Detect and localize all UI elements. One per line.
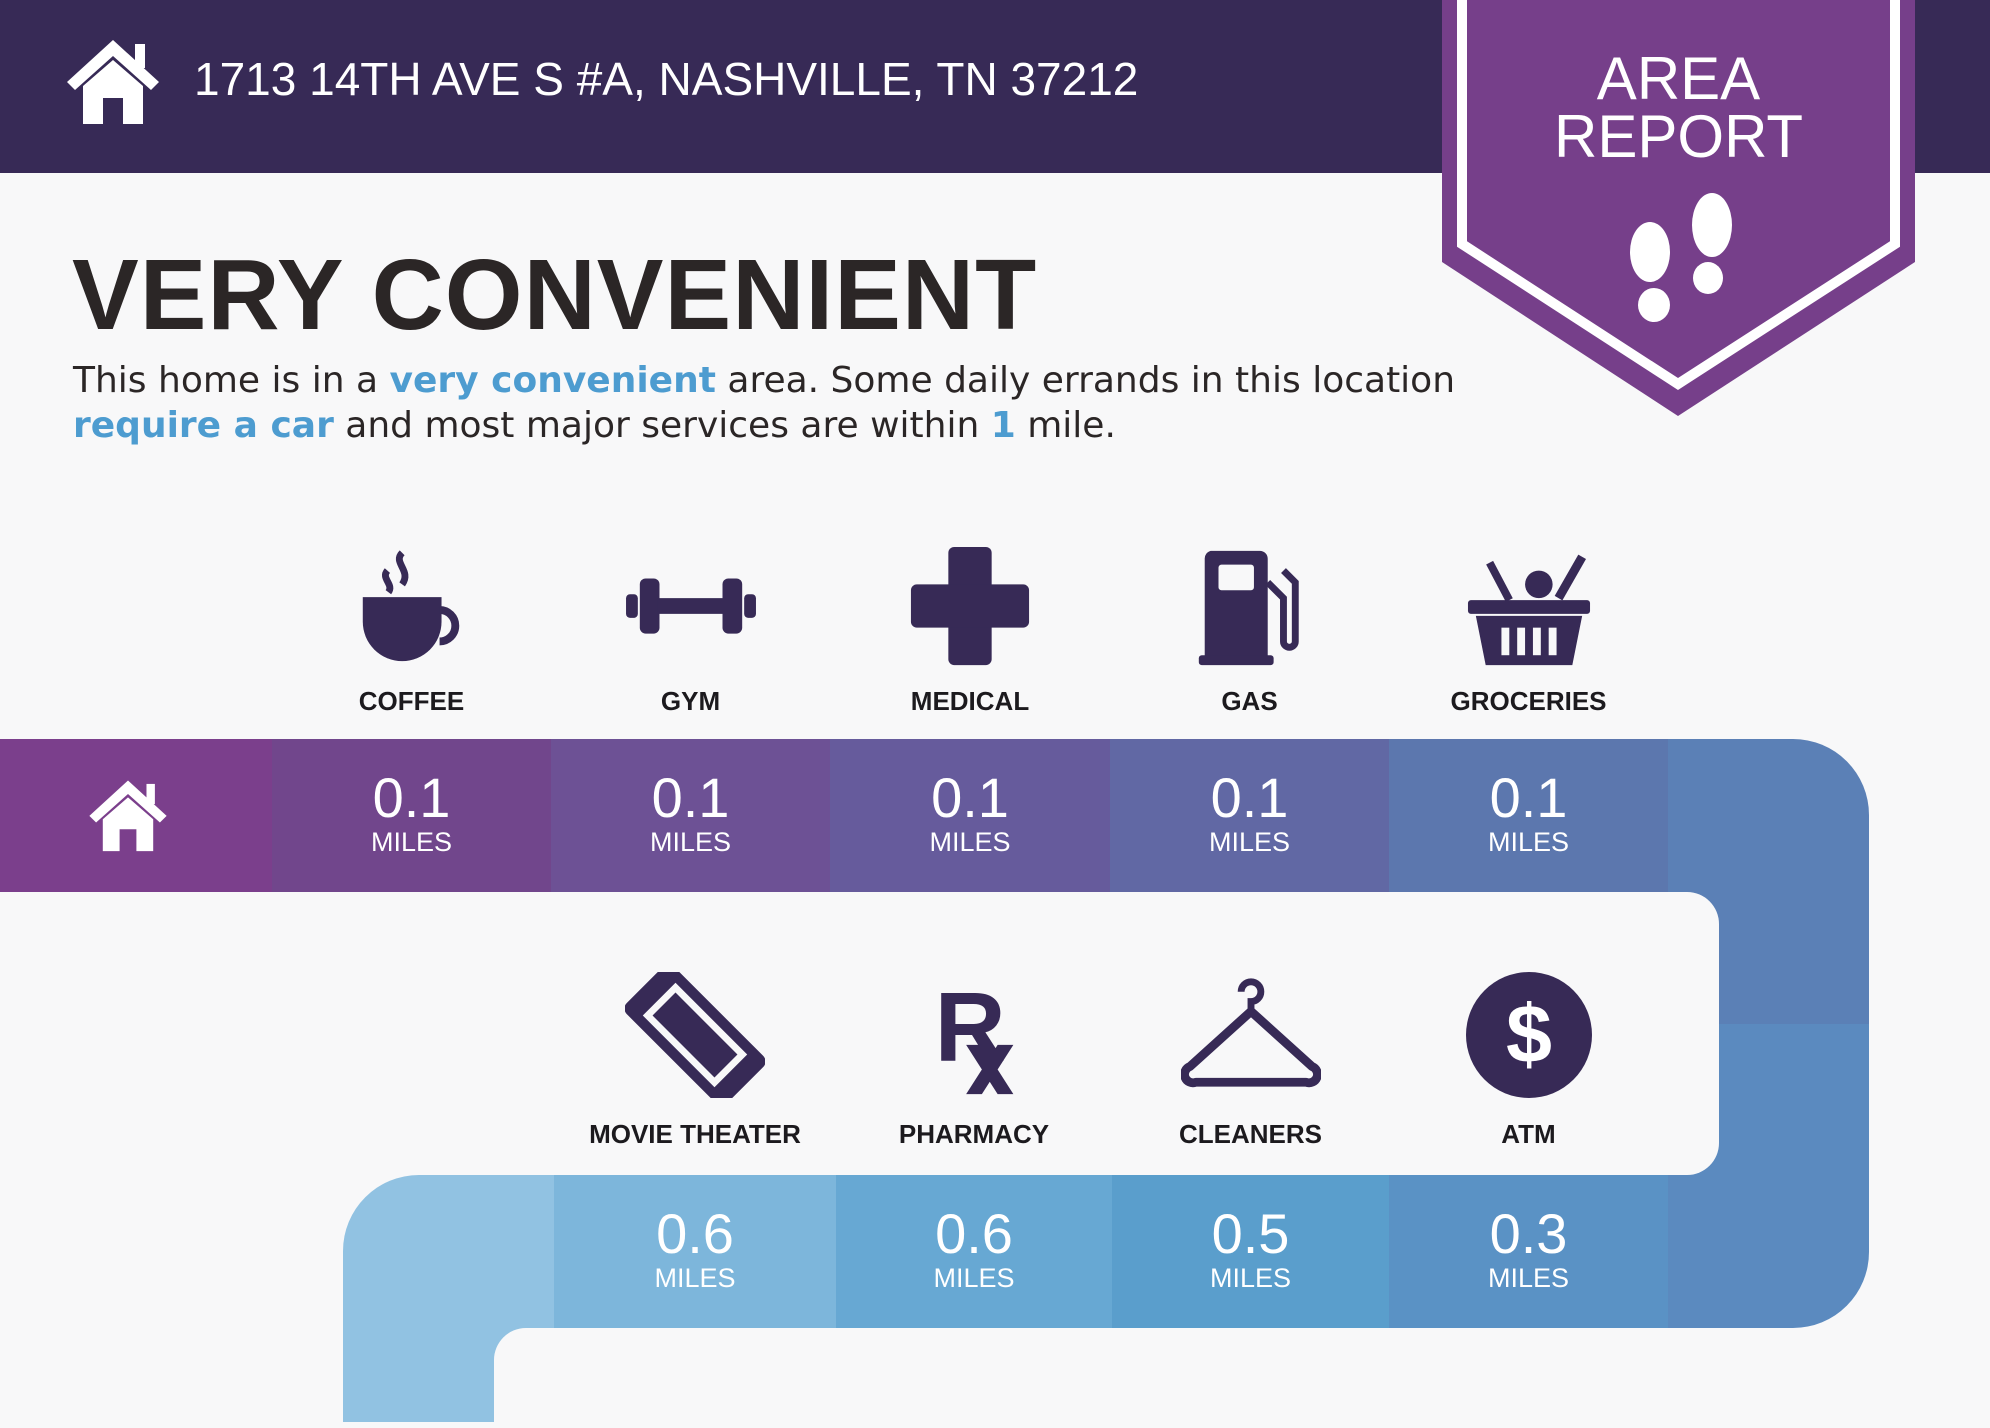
service-label: COFFEE [358, 686, 465, 716]
distance-cell: 0.1 MILES [1110, 739, 1389, 892]
distance-unit: MILES [933, 1263, 1015, 1293]
hanger-icon [1181, 972, 1321, 1098]
distance-value: 0.1 [372, 766, 451, 829]
distance-cell: 0.3 MILES [1389, 1175, 1668, 1328]
address: 1713 14TH AVE S #A, NASHVILLE, TN 37212 [194, 53, 1139, 105]
distance-unit: MILES [1487, 827, 1570, 857]
distance-unit: MILES [649, 827, 732, 857]
gas-pump-icon [1180, 543, 1320, 669]
service-label: GAS [1221, 686, 1278, 716]
area-report-badge [1442, 0, 1915, 416]
coffee-cup-icon [342, 543, 482, 669]
distance-value: 0.1 [1489, 766, 1568, 829]
badge-title: AREA REPORT [1554, 45, 1803, 170]
service-label: CLEANERS [1178, 1119, 1322, 1149]
service-label: GYM [660, 686, 721, 716]
distance-value: 0.1 [651, 766, 730, 829]
service-label: ATM [1501, 1119, 1556, 1149]
distance-cell: 0.1 MILES [272, 739, 551, 892]
distance-cell: 0.6 MILES [836, 1175, 1112, 1328]
service-label: MOVIE THEATER [589, 1119, 801, 1149]
dumbbell-icon [625, 578, 756, 634]
distance-value: 0.3 [1489, 1202, 1568, 1265]
distance-unit: MILES [929, 827, 1011, 857]
rx-icon [934, 972, 1014, 1095]
service-label: GROCERIES [1450, 686, 1607, 716]
home-icon [89, 780, 167, 852]
service-label: MEDICAL [910, 686, 1030, 716]
distance-value: 0.1 [931, 766, 1009, 829]
service-label: PHARMACY [898, 1119, 1050, 1149]
distance-cell: 0.1 MILES [1389, 739, 1668, 892]
distance-cell: 0.1 MILES [830, 739, 1110, 892]
distance-cell: 0.1 MILES [551, 739, 830, 892]
ribbon-notch [0, 892, 1719, 1175]
description: This home is in a very convenient area. … [73, 360, 1456, 446]
ribbon-bottom-notch [494, 1328, 1990, 1428]
dollar-icon [1465, 972, 1592, 1098]
distance-unit: MILES [654, 1263, 736, 1293]
medical-cross-icon [910, 546, 1030, 666]
distance-value: 0.6 [935, 1202, 1013, 1265]
distance-cell: 0.5 MILES [1112, 1175, 1389, 1328]
ticket-icon [625, 972, 765, 1098]
distance-value: 0.1 [1210, 766, 1289, 829]
distance-unit: MILES [1209, 1263, 1292, 1293]
footprints-icon [1630, 193, 1732, 322]
grocery-basket-icon [1459, 543, 1599, 669]
distance-value: 0.5 [1211, 1202, 1290, 1265]
distance-cell: 0.6 MILES [554, 1175, 836, 1328]
distance-unit: MILES [1208, 827, 1291, 857]
distance-value: 0.6 [656, 1202, 734, 1265]
home-icon [67, 40, 159, 124]
distance-unit: MILES [1487, 1263, 1570, 1293]
distance-unit: MILES [370, 827, 453, 857]
page-title: VERY CONVENIENT [72, 239, 1038, 351]
